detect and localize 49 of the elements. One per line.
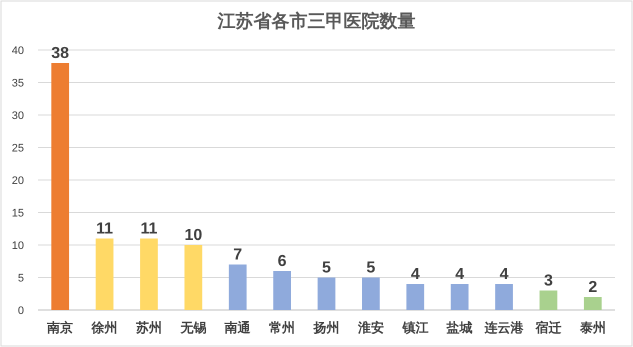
x-tick-label: 无锡 [179,320,206,335]
data-label: 7 [233,246,242,264]
x-tick-label: 连云港 [484,320,525,335]
data-label: 3 [544,272,553,290]
data-label: 11 [140,220,158,238]
data-label: 5 [322,260,332,276]
data-label: 2 [588,279,598,296]
bar [450,284,469,310]
x-tick-label: 宿迁 [534,320,562,335]
data-label: 4 [410,266,420,283]
bar [140,238,158,310]
bar [96,238,114,310]
y-tick-label: 15 [12,208,24,220]
data-label: 38 [51,45,70,62]
x-tick-label: 徐州 [90,320,118,335]
y-tick-label: 5 [18,272,24,284]
data-label: 4 [500,266,509,283]
bar [318,278,336,310]
bar [228,264,247,310]
x-tick-label: 淮安 [356,320,384,335]
x-tick-label: 扬州 [312,320,340,335]
x-tick-label: 苏州 [134,320,162,335]
y-tick-label: 40 [12,45,24,57]
y-tick-label: 10 [12,240,24,252]
data-label: 5 [366,260,376,276]
bar [406,284,424,310]
y-tick-label: 25 [12,142,24,154]
chart-title: 江苏省各市三甲医院数量 [216,11,416,31]
bar [362,278,380,310]
bar [51,63,70,310]
y-tick-label: 0 [18,305,24,317]
x-tick-label: 镇江 [401,320,428,335]
bar [495,284,513,310]
bar [540,290,558,310]
y-tick-label: 20 [12,175,24,187]
bar [184,245,202,310]
bar [273,271,291,310]
x-tick-label: 常州 [269,320,296,335]
y-tick-label: 30 [12,110,24,122]
bar [584,297,602,310]
data-label: 10 [184,227,202,244]
data-label: 6 [278,253,287,270]
x-tick-label: 南通 [224,320,252,335]
data-label: 4 [455,266,464,283]
x-tick-label: 泰州 [578,320,606,335]
y-tick-label: 35 [12,78,24,90]
data-label: 11 [96,220,114,238]
x-tick-label: 南京 [46,320,74,335]
x-tick-label: 盐城 [446,320,473,335]
